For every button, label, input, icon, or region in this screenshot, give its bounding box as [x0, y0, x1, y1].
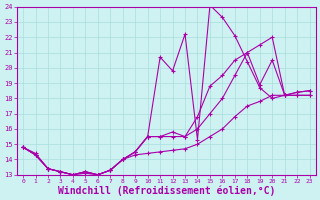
- X-axis label: Windchill (Refroidissement éolien,°C): Windchill (Refroidissement éolien,°C): [58, 185, 275, 196]
